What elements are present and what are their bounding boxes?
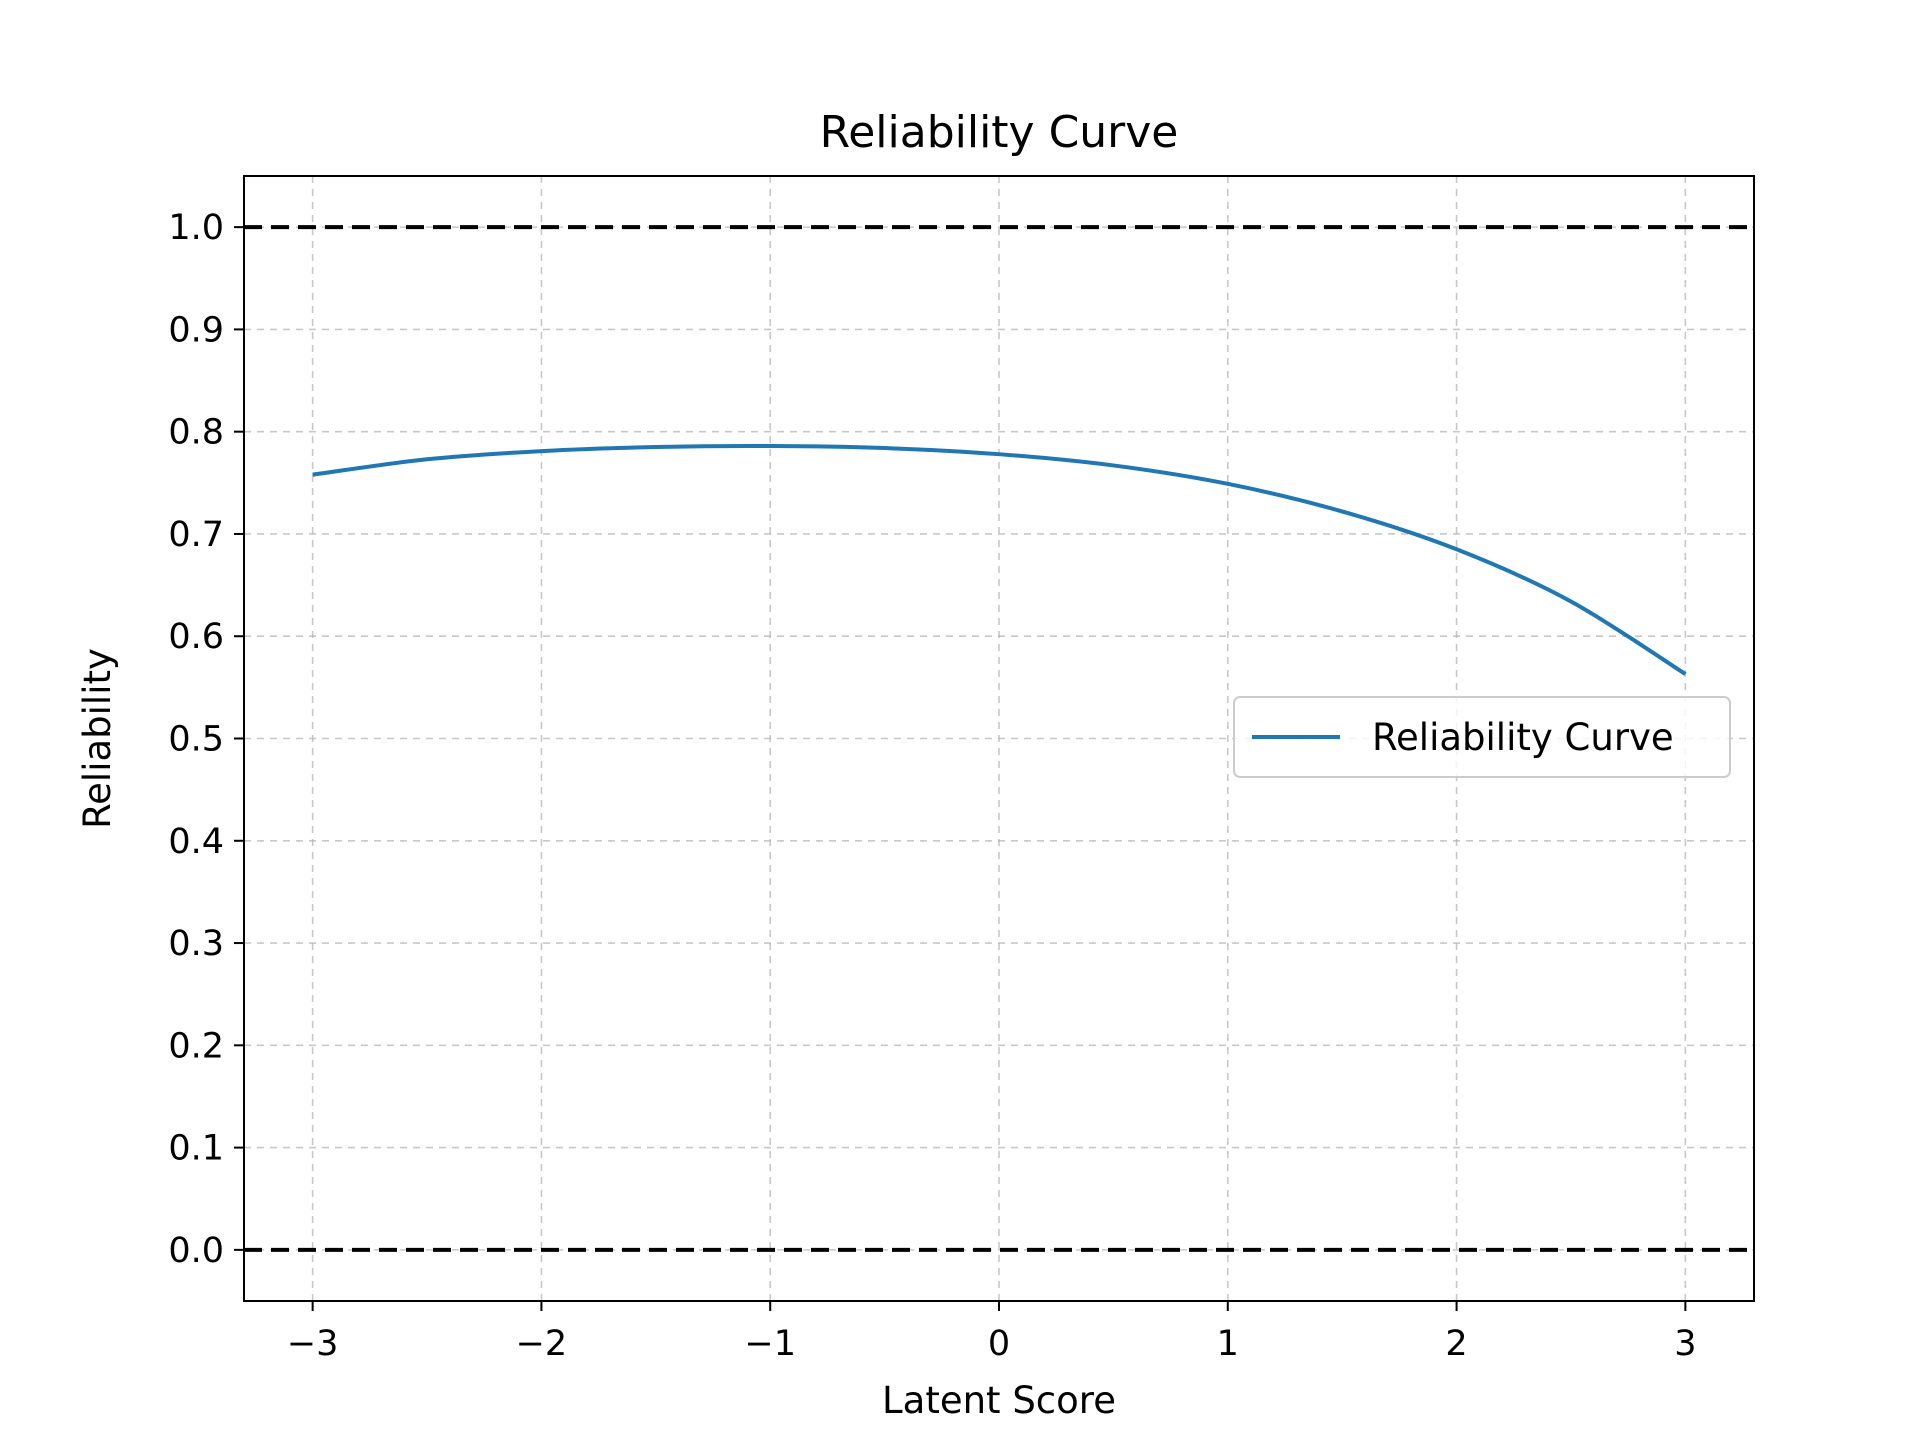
x-tick-label: −3: [287, 1324, 339, 1364]
chart-title: Reliability Curve: [820, 107, 1179, 158]
x-axis-ticks: −3 −2 −1 0 1 2 3: [287, 1301, 1697, 1364]
legend-label: Reliability Curve: [1372, 716, 1674, 759]
y-tick-label: 0.8: [168, 413, 224, 453]
y-tick-label: 0.5: [168, 720, 224, 760]
y-tick-label: 0.2: [168, 1026, 224, 1066]
x-tick-label: 2: [1445, 1324, 1467, 1364]
x-tick-label: −1: [744, 1324, 796, 1364]
series-layer: [312, 443, 1687, 676]
series-line: [312, 443, 1687, 676]
legend: Reliability Curve: [1233, 696, 1731, 778]
y-tick-label: 1.0: [168, 208, 224, 248]
x-tick-label: 1: [1217, 1324, 1239, 1364]
y-tick-label: 0.3: [168, 924, 224, 964]
y-tick-label: 0.9: [168, 310, 224, 350]
legend-box: [1233, 696, 1731, 778]
y-tick-label: 0.1: [168, 1129, 224, 1169]
y-tick-label: 0.4: [168, 822, 224, 862]
y-axis-ticks: 0.0 0.1 0.2 0.3 0.4 0.5 0.6 0.7 0.8 0.9 1.0: [168, 208, 244, 1271]
x-axis-label: Latent Score: [882, 1379, 1116, 1422]
y-tick-label: 0.6: [168, 617, 224, 657]
x-tick-label: 0: [988, 1324, 1010, 1364]
x-tick-label: 3: [1674, 1324, 1696, 1364]
y-tick-label: 0.0: [168, 1231, 224, 1271]
y-tick-label: 0.7: [168, 515, 224, 555]
reference-lines: [244, 225, 1754, 1252]
x-tick-label: −2: [516, 1324, 568, 1364]
y-axis-label: Reliability: [76, 648, 119, 829]
